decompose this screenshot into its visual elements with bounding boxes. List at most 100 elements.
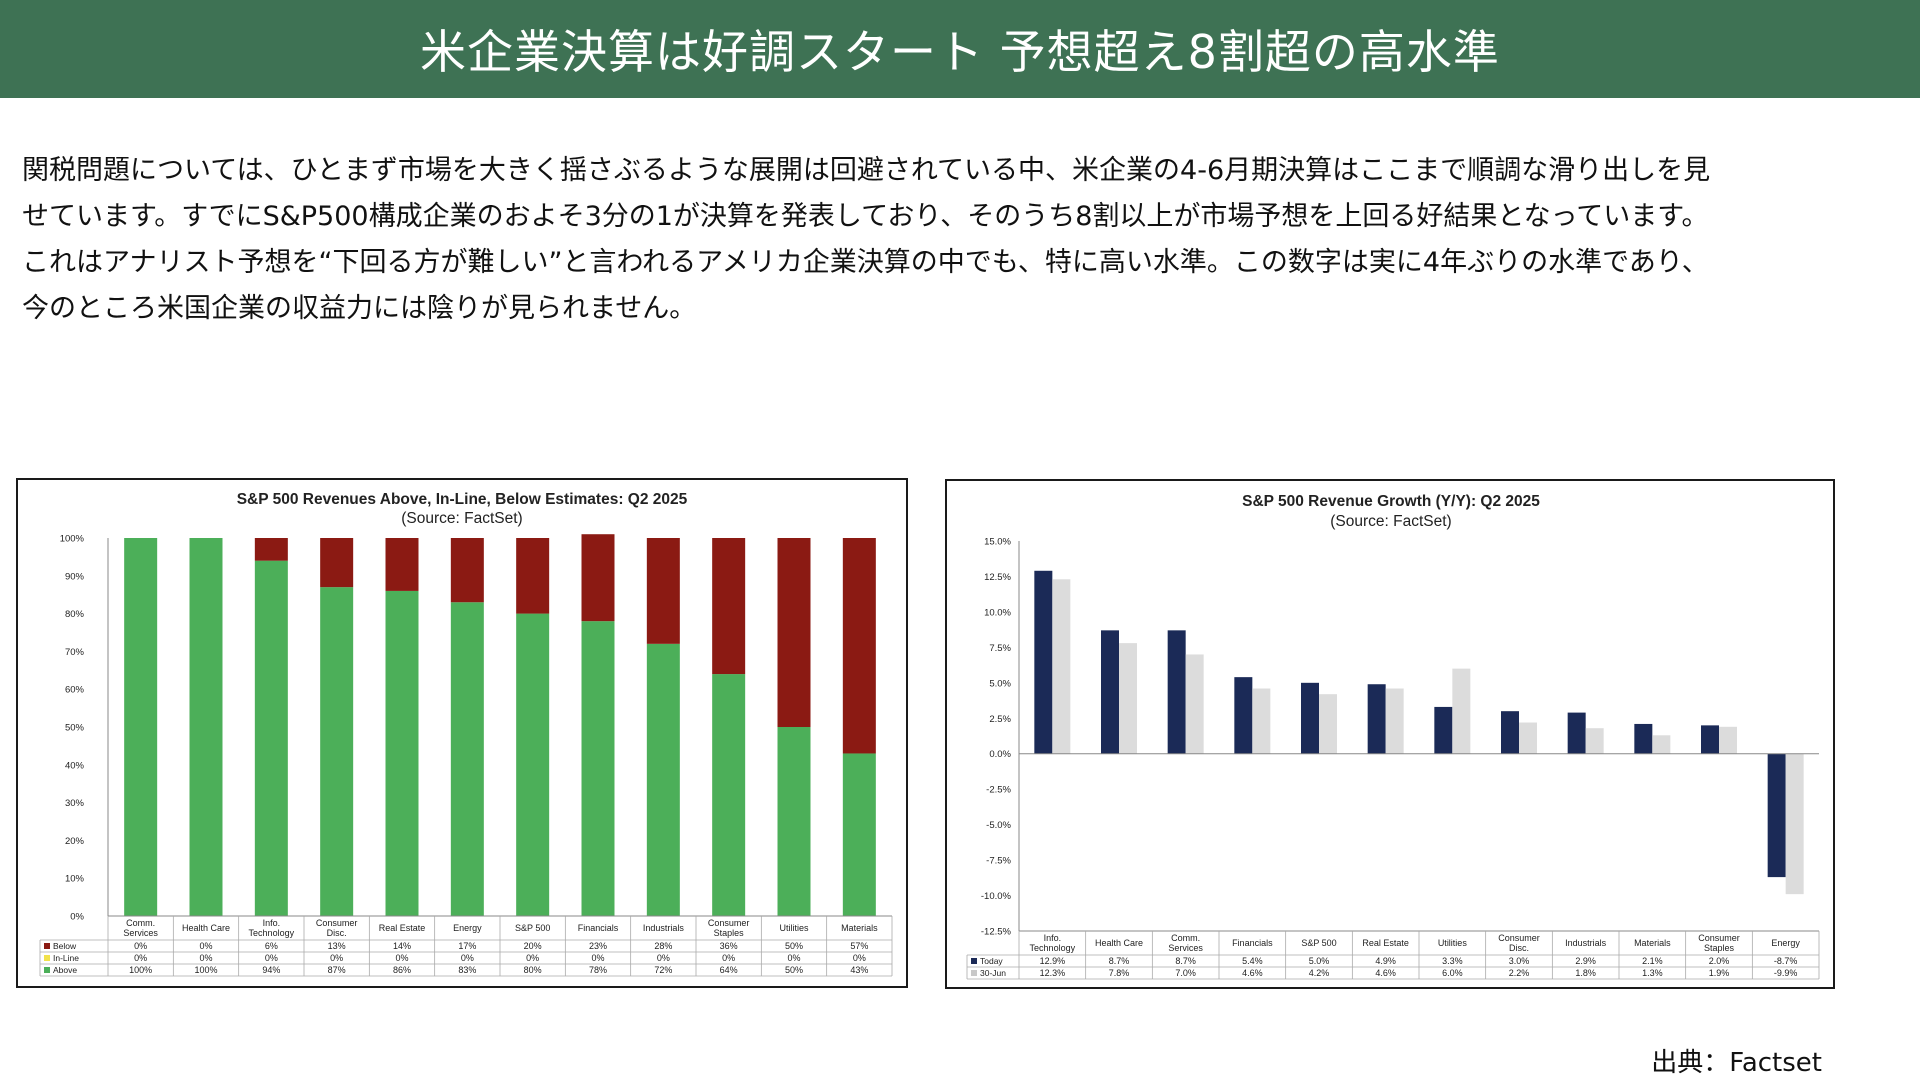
data-table-value: 0% (526, 953, 539, 963)
data-table-value: 17% (458, 941, 476, 951)
title-banner: 米企業決算は好調スタート 予想超え8割超の高水準 (0, 0, 1920, 98)
y-tick-label: 12.5% (984, 572, 1011, 583)
category-label: Financials (578, 923, 619, 933)
data-table-value: 1.9% (1709, 968, 1730, 978)
body-line: 今のところ米国企業の収益力には陰りが見られません。 (22, 293, 697, 324)
y-tick-label: -7.5% (986, 856, 1011, 867)
revenue-growth-chart: S&P 500 Revenue Growth (Y/Y): Q2 2025 (So… (966, 493, 1820, 980)
data-table-value: 94% (262, 965, 280, 975)
category-label: Energy (453, 923, 482, 933)
body-line: これはアナリスト予想を“下回る方が難しい”と言われるアメリカ企業決算の中でも、特… (22, 247, 1709, 278)
y-tick-label: -5.0% (986, 820, 1011, 831)
data-table-value: 8.7% (1109, 956, 1130, 966)
category-label: Utilities (1438, 938, 1468, 948)
data-table-value: 0% (461, 953, 474, 963)
bar-30-jun (1585, 728, 1604, 754)
category-label: Consumer Staples (708, 918, 750, 938)
data-table-value: 2.2% (1509, 968, 1530, 978)
bar-today (1634, 723, 1653, 754)
y-tick-label: 80% (65, 609, 85, 620)
data-table-value: 50% (785, 941, 803, 951)
category-label: S&P 500 (1301, 938, 1336, 948)
data-table-value: 6.0% (1442, 968, 1463, 978)
bar-below (646, 538, 680, 644)
data-table-value: 78% (589, 965, 607, 975)
category-label: Info. Technology (1030, 933, 1076, 953)
category-label: Industrials (643, 923, 685, 933)
data-table-value: 2.9% (1575, 956, 1596, 966)
legend-label: Above (53, 965, 77, 975)
category-label: Health Care (182, 923, 230, 933)
y-tick-label: -12.5% (981, 927, 1012, 938)
category-label: Materials (1634, 938, 1671, 948)
data-table-value: 28% (654, 941, 672, 951)
bar-30-jun (1719, 726, 1737, 754)
data-table-value: 64% (720, 965, 738, 975)
bar-today (1767, 753, 1786, 878)
y-tick-label: 100% (60, 534, 85, 545)
bar-today (1367, 684, 1386, 754)
y-tick-label: -2.5% (986, 785, 1011, 796)
bar-30-jun (1652, 735, 1671, 754)
y-tick-label: 20% (65, 836, 85, 847)
data-table-value: 7.8% (1109, 968, 1130, 978)
body-line: せています。すでにS&P500構成企業のおよそ3分の1が決算を発表しており、その… (22, 201, 1709, 232)
data-table-value: 8.7% (1175, 956, 1196, 966)
legend-swatch (44, 943, 50, 949)
data-table-value: 4.6% (1375, 968, 1396, 978)
chart-subtitle: (Source: FactSet) (1330, 513, 1451, 530)
bar-below (320, 538, 354, 588)
data-table-value: 14% (393, 941, 411, 951)
y-tick-label: 60% (65, 685, 85, 696)
chart-subtitle: (Source: FactSet) (401, 510, 522, 527)
bar-below (712, 538, 746, 675)
body-paragraph: 関税問題については、ひとまず市場を大きく揺さぶるような展開は回避されている中、米… (22, 148, 1902, 332)
source-note: 出典：Factset (1651, 1048, 1822, 1078)
y-tick-label: 50% (65, 723, 85, 734)
bar-above (450, 602, 484, 916)
legend-label: In-Line (53, 953, 79, 963)
data-table-value: 80% (524, 965, 542, 975)
data-table-value: 4.6% (1242, 968, 1263, 978)
data-table-value: 23% (589, 941, 607, 951)
data-table-value: 20% (524, 941, 542, 951)
data-table-value: 5.4% (1242, 956, 1263, 966)
y-tick-label: 5.0% (989, 678, 1011, 689)
revenue-surprise-chart-panel: S&P 500 Revenues Above, In-Line, Below E… (16, 478, 908, 988)
data-table-value: 87% (328, 965, 346, 975)
data-table-value: 83% (458, 965, 476, 975)
bar-today (1701, 725, 1719, 754)
body-line: 関税問題については、ひとまず市場を大きく揺さぶるような展開は回避されている中、米… (22, 155, 1711, 186)
data-table-value: 12.9% (1040, 956, 1066, 966)
data-table-value: 0% (330, 953, 343, 963)
y-tick-label: 10.0% (984, 607, 1011, 618)
legend-swatch (44, 967, 50, 973)
data-table-value: 0% (134, 953, 147, 963)
bar-today (1034, 570, 1053, 754)
category-label: Real Estate (379, 923, 426, 933)
data-table-value: 3.0% (1509, 956, 1530, 966)
bar-30-jun (1519, 722, 1537, 754)
bar-above (842, 753, 876, 916)
data-table-value: 100% (129, 965, 152, 975)
data-table-value: 0% (395, 953, 408, 963)
data-table-value: 0% (722, 953, 735, 963)
category-label: Utilities (779, 923, 809, 933)
y-tick-label: 10% (65, 874, 85, 885)
y-tick-label: -10.0% (981, 891, 1012, 902)
data-table-value: 86% (393, 965, 411, 975)
data-table-value: 43% (850, 965, 868, 975)
revenue-surprise-chart: S&P 500 Revenues Above, In-Line, Below E… (39, 491, 893, 977)
data-table-value: 4.9% (1375, 956, 1396, 966)
data-table-value: 0% (657, 953, 670, 963)
data-table-value: 1.8% (1575, 968, 1596, 978)
category-label: Consumer Disc. (1498, 933, 1540, 953)
data-table-value: 0% (134, 941, 147, 951)
bar-30-jun (1185, 654, 1204, 754)
category-label: Real Estate (1362, 938, 1409, 948)
legend-swatch (971, 958, 977, 964)
bar-30-jun (1052, 579, 1071, 754)
bar-30-jun (1452, 668, 1471, 754)
bar-above (712, 674, 746, 916)
bar-today (1101, 630, 1119, 754)
